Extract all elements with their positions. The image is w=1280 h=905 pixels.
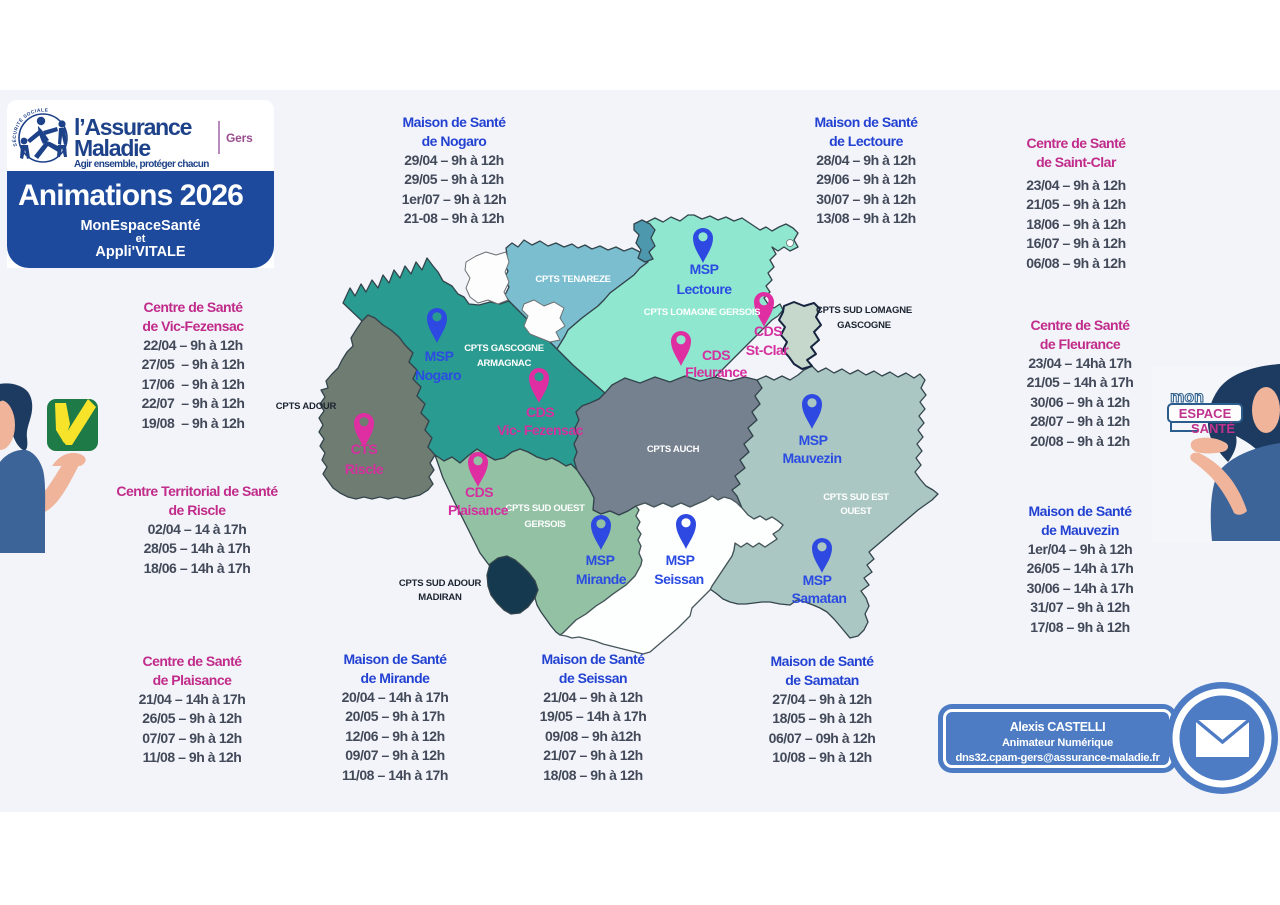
svg-text:SANTÉ: SANTÉ — [1191, 421, 1235, 436]
svg-text:Maladie: Maladie — [74, 135, 150, 161]
svg-text:St-Clar: St-Clar — [746, 342, 789, 358]
svg-text:Seissan: Seissan — [654, 571, 703, 587]
svg-text:CPTS ADOUR: CPTS ADOUR — [276, 401, 337, 412]
svg-text:CPTS LOMAGNE GERSOIS: CPTS LOMAGNE GERSOIS — [644, 307, 760, 318]
svg-text:mon: mon — [1170, 389, 1204, 406]
svg-text:Vic- Fezensac: Vic- Fezensac — [497, 422, 584, 438]
svg-text:CDS: CDS — [465, 484, 493, 500]
svg-text:MSP: MSP — [803, 572, 832, 588]
svg-text:CPTS SUD LOMAGNE: CPTS SUD LOMAGNE — [816, 305, 912, 316]
svg-text:Samatan: Samatan — [792, 590, 847, 606]
svg-text:MSP: MSP — [425, 348, 454, 364]
svg-text:OUEST: OUEST — [840, 506, 872, 517]
svg-text:Riscle: Riscle — [345, 461, 384, 477]
svg-text:GERSOIS: GERSOIS — [524, 519, 565, 530]
svg-text:Gers: Gers — [226, 131, 253, 145]
svg-text:Nogaro: Nogaro — [415, 367, 461, 383]
svg-text:CDS: CDS — [754, 323, 782, 339]
svg-text:MSP: MSP — [690, 261, 719, 277]
svg-text:CPTS SUD OUEST: CPTS SUD OUEST — [505, 503, 585, 514]
svg-text:Mirande: Mirande — [576, 571, 627, 587]
svg-text:MADIRAN: MADIRAN — [418, 592, 462, 603]
svg-text:Fleurance: Fleurance — [685, 364, 747, 380]
svg-text:Mauvezin: Mauvezin — [782, 450, 841, 466]
svg-text:Lectoure: Lectoure — [676, 281, 732, 297]
svg-text:CPTS GASCOGNE: CPTS GASCOGNE — [464, 343, 544, 354]
svg-text:ARMAGNAC: ARMAGNAC — [477, 358, 532, 369]
svg-text:l’Assurance: l’Assurance — [74, 114, 192, 140]
svg-text:MSP: MSP — [666, 552, 695, 568]
svg-text:CDS: CDS — [526, 404, 554, 420]
svg-text:CTS: CTS — [351, 441, 378, 457]
svg-text:Plaisance: Plaisance — [448, 502, 509, 518]
svg-text:ESPACE: ESPACE — [1179, 406, 1232, 421]
svg-text:GASCOGNE: GASCOGNE — [837, 320, 891, 331]
svg-text:CPTS TENAREZE: CPTS TENAREZE — [535, 274, 610, 285]
svg-text:CPTS SUD ADOUR: CPTS SUD ADOUR — [399, 578, 482, 589]
svg-text:MSP: MSP — [586, 552, 615, 568]
svg-text:MSP: MSP — [799, 432, 828, 448]
svg-text:CDS: CDS — [702, 347, 730, 363]
svg-text:Agir ensemble, protéger chacun: Agir ensemble, protéger chacun — [74, 159, 209, 170]
svg-text:CPTS AUCH: CPTS AUCH — [647, 444, 700, 455]
svg-text:CPTS SUD EST: CPTS SUD EST — [823, 492, 889, 503]
